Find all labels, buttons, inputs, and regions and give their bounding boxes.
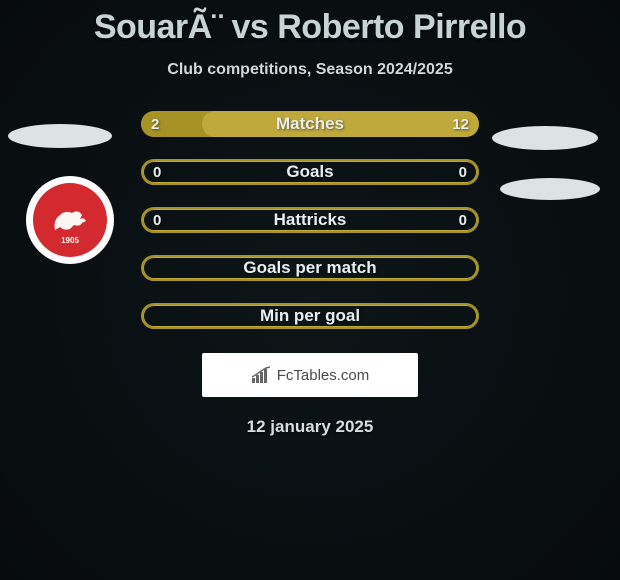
watermark-text: FcTables.com	[277, 367, 370, 384]
griffin-icon	[50, 205, 90, 235]
stat-row: Goals per match	[141, 255, 479, 281]
perugia-crest-icon: 1905	[33, 183, 107, 257]
comparison-title: SouarÃ¨ vs Roberto Pirrello	[0, 0, 620, 47]
stat-label: Goals per match	[143, 258, 477, 278]
stat-row: Min per goal	[141, 303, 479, 329]
fctables-logo-icon	[251, 366, 273, 384]
club-badge-right-placeholder	[500, 178, 600, 200]
stat-value-right: 0	[459, 164, 467, 181]
stat-value-left: 2	[151, 116, 159, 133]
stat-row: Hattricks0 0	[141, 207, 479, 233]
comparison-subtitle: Club competitions, Season 2024/2025	[0, 61, 620, 79]
stat-label: Min per goal	[143, 306, 477, 326]
player-avatar-left-placeholder	[8, 124, 112, 148]
stat-label: Goals	[143, 162, 477, 182]
watermark-badge: FcTables.com	[202, 353, 418, 397]
stat-label: Hattricks	[143, 210, 477, 230]
stat-value-right: 0	[459, 212, 467, 229]
player-avatar-right-placeholder	[492, 126, 598, 150]
stat-label: Matches	[141, 114, 479, 134]
stat-value-left: 0	[153, 164, 161, 181]
stat-value-left: 0	[153, 212, 161, 229]
crest-year: 1905	[33, 236, 107, 245]
stat-row: Matches2 12	[141, 111, 479, 137]
snapshot-date: 12 january 2025	[0, 417, 620, 437]
stat-row: Goals0 0	[141, 159, 479, 185]
club-crest-left: 1905	[26, 176, 114, 264]
stat-value-right: 12	[452, 116, 469, 133]
